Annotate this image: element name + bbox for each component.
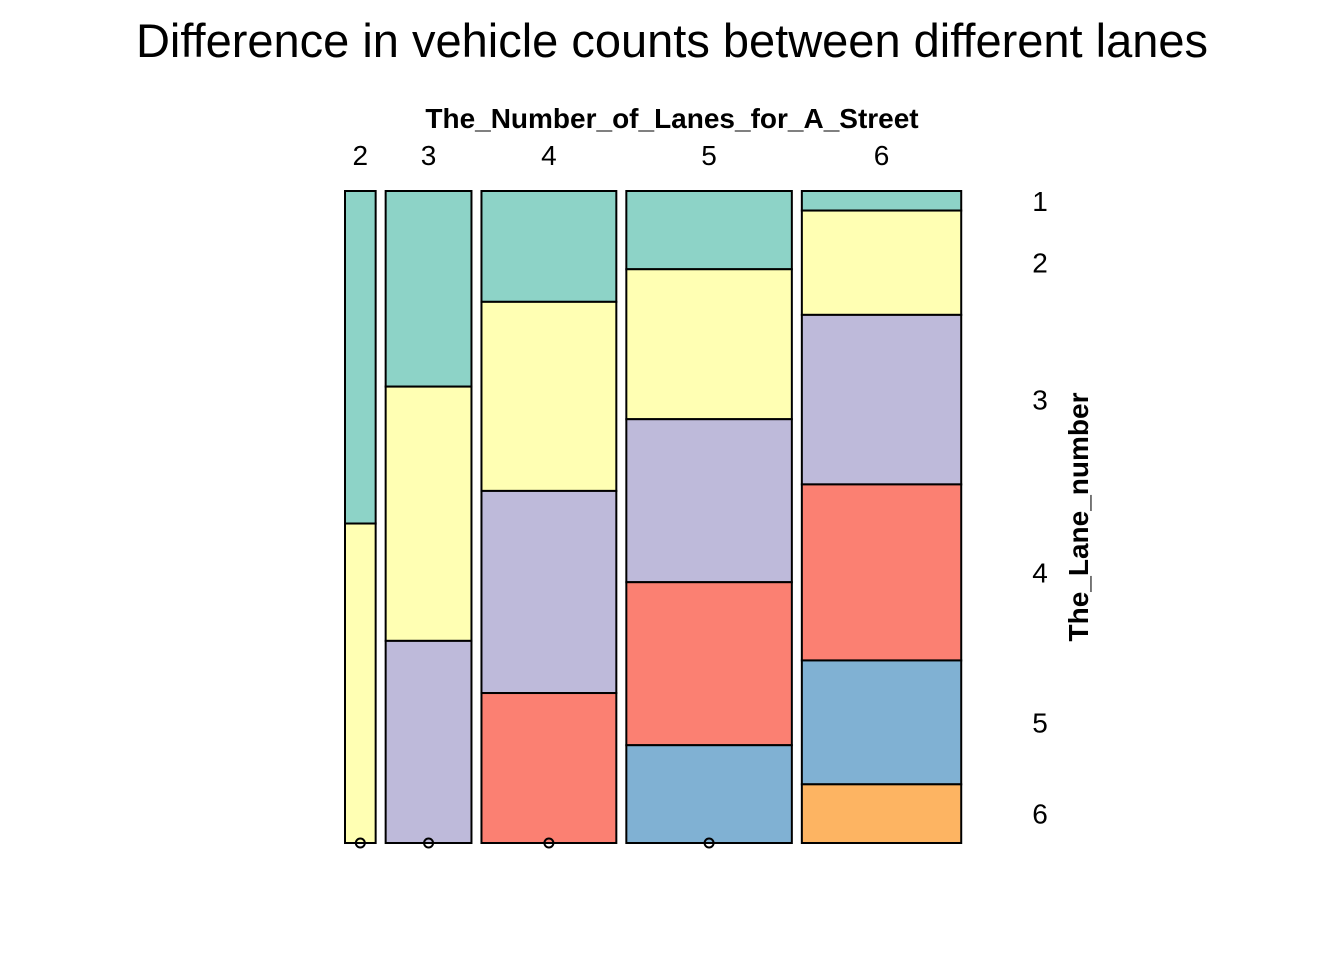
x-tick-4: 4 xyxy=(541,140,557,171)
empty-cell-marker-4 xyxy=(543,837,555,849)
y-tick-6: 6 xyxy=(1032,799,1048,830)
tile-6-5 xyxy=(800,659,963,786)
chart-title: Difference in vehicle counts between dif… xyxy=(136,14,1208,67)
x-axis-title: The_Number_of_Lanes_for_A_Street xyxy=(425,103,918,134)
x-tick-5: 5 xyxy=(701,140,717,171)
tile-4-1 xyxy=(480,190,618,303)
x-tick-2: 2 xyxy=(353,140,369,171)
tile-3-2 xyxy=(384,385,473,642)
tile-6-3 xyxy=(800,313,963,486)
tile-4-2 xyxy=(480,300,618,492)
tile-3-3 xyxy=(384,639,473,844)
tile-2-1 xyxy=(344,190,377,525)
x-tick-labels: 2 3 4 5 6 xyxy=(353,140,890,171)
tile-6-4 xyxy=(800,483,963,662)
tile-5-1 xyxy=(625,190,793,271)
y-axis-title: The_Lane_number xyxy=(1063,392,1094,641)
tile-4-3 xyxy=(480,489,618,695)
empty-cell-marker-3 xyxy=(423,837,435,849)
tile-6-6 xyxy=(800,783,963,845)
tile-5-2 xyxy=(625,268,793,421)
tile-5-3 xyxy=(625,418,793,584)
y-tick-5: 5 xyxy=(1032,707,1048,738)
mosaic-tiles xyxy=(344,190,963,849)
y-tick-labels: 1 2 3 4 5 6 xyxy=(1032,186,1048,830)
tile-6-1 xyxy=(800,190,963,212)
x-tick-6: 6 xyxy=(874,140,890,171)
y-tick-1: 1 xyxy=(1032,186,1048,217)
y-tick-3: 3 xyxy=(1032,385,1048,416)
tile-5-4 xyxy=(625,581,793,747)
tile-3-1 xyxy=(384,190,473,388)
tile-5-5 xyxy=(625,744,793,845)
y-tick-2: 2 xyxy=(1032,248,1048,279)
empty-cell-marker-5 xyxy=(703,837,715,849)
y-tick-4: 4 xyxy=(1032,557,1048,588)
empty-cell-marker-2 xyxy=(354,837,366,849)
tile-4-4 xyxy=(480,692,618,844)
x-tick-3: 3 xyxy=(421,140,437,171)
tile-2-2 xyxy=(344,522,377,845)
tile-6-2 xyxy=(800,209,963,316)
